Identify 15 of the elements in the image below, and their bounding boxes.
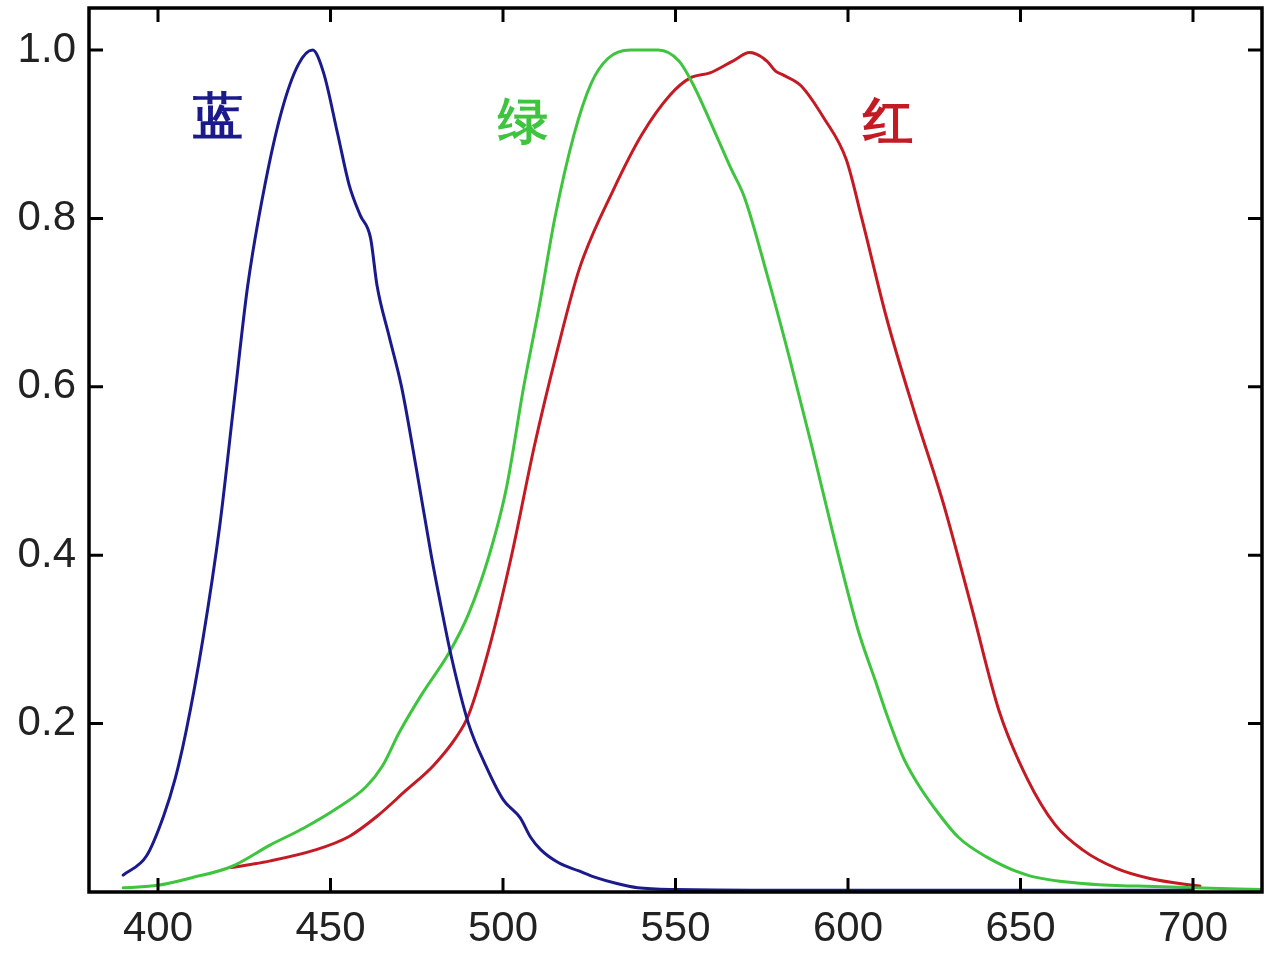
x-tick-label: 600 (812, 902, 884, 950)
x-tick-label: 700 (1157, 902, 1229, 950)
y-tick-label: 0.2 (17, 697, 76, 745)
y-tick-label: 1.0 (17, 23, 76, 71)
x-tick-label: 550 (640, 902, 711, 950)
series-label: 红 (861, 91, 913, 150)
y-tick-label: 0.4 (17, 528, 76, 576)
x-tick-label: 400 (122, 902, 194, 950)
y-tick-label: 0.6 (17, 360, 76, 408)
series-label: 蓝 (193, 87, 244, 146)
x-tick-label: 450 (295, 902, 366, 950)
y-tick-label: 0.8 (17, 192, 76, 240)
series-label: 绿 (497, 91, 549, 150)
x-tick-label: 650 (985, 902, 1056, 950)
x-tick-label: 500 (467, 902, 539, 950)
